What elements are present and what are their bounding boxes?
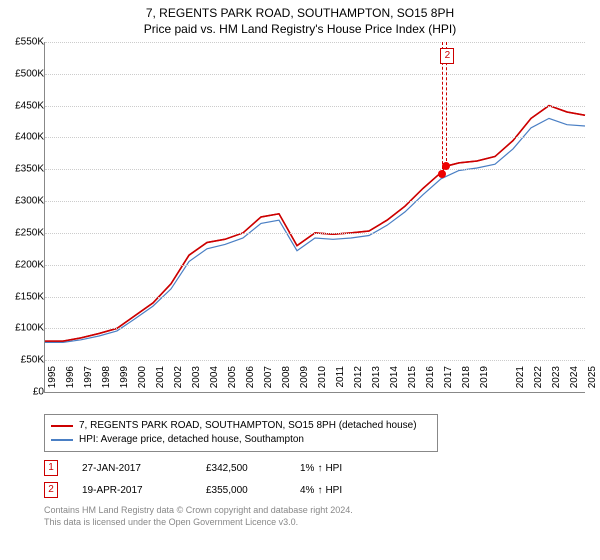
y-axis-label: £450K — [15, 100, 44, 111]
gridline — [45, 265, 585, 266]
x-axis-label: 2015 — [407, 366, 418, 396]
x-axis-label: 1997 — [83, 366, 94, 396]
x-axis-label: 2005 — [227, 366, 238, 396]
gridline — [45, 137, 585, 138]
x-axis-label: 2016 — [425, 366, 436, 396]
y-axis-label: £100K — [15, 323, 44, 334]
x-axis-label: 2018 — [461, 366, 472, 396]
sale-hpi: 1% ↑ HPI — [300, 463, 400, 474]
sale-marker-dot — [438, 170, 446, 178]
legend-item: 7, REGENTS PARK ROAD, SOUTHAMPTON, SO15 … — [51, 419, 431, 433]
y-axis-label: £350K — [15, 164, 44, 175]
x-axis-label: 2024 — [569, 366, 580, 396]
x-axis-label: 2000 — [137, 366, 148, 396]
x-axis-label: 2013 — [371, 366, 382, 396]
x-axis-label: 2002 — [173, 366, 184, 396]
gridline — [45, 42, 585, 43]
sale-badge: 1 — [44, 460, 58, 476]
y-axis-label: £0 — [33, 387, 44, 398]
legend-swatch — [51, 425, 73, 427]
y-axis-label: £550K — [15, 37, 44, 48]
chart-area: 12 £0£50K£100K£150K£200K£250K£300K£350K£… — [44, 42, 590, 410]
title-block: 7, REGENTS PARK ROAD, SOUTHAMPTON, SO15 … — [0, 0, 600, 36]
chart-subtitle: Price paid vs. HM Land Registry's House … — [0, 22, 600, 36]
gridline — [45, 233, 585, 234]
x-axis-label: 2008 — [281, 366, 292, 396]
gridline — [45, 169, 585, 170]
x-axis-label: 1995 — [47, 366, 58, 396]
x-axis-label: 2023 — [551, 366, 562, 396]
arrow-up-icon: ↑ — [317, 463, 322, 474]
x-axis-label: 2011 — [335, 366, 346, 396]
hpi-label: HPI — [325, 463, 342, 474]
y-axis-label: £300K — [15, 196, 44, 207]
x-axis-label: 2014 — [389, 366, 400, 396]
series-line — [45, 106, 585, 342]
y-axis-label: £50K — [21, 355, 44, 366]
y-axis-label: £150K — [15, 291, 44, 302]
plot-area: 12 — [44, 42, 585, 393]
x-axis-label: 1998 — [101, 366, 112, 396]
x-axis-label: 2007 — [263, 366, 274, 396]
footer-line: This data is licensed under the Open Gov… — [44, 516, 590, 528]
sales-table: 1 27-JAN-2017 £342,500 1% ↑ HPI 2 19-APR… — [44, 460, 600, 498]
y-axis-label: £400K — [15, 132, 44, 143]
sale-price: £355,000 — [206, 485, 276, 496]
chart-container: 7, REGENTS PARK ROAD, SOUTHAMPTON, SO15 … — [0, 0, 600, 560]
hpi-pct: 4% — [300, 485, 314, 496]
legend-swatch — [51, 439, 73, 441]
footer-line: Contains HM Land Registry data © Crown c… — [44, 504, 590, 516]
y-axis-label: £250K — [15, 227, 44, 238]
table-row: 1 27-JAN-2017 £342,500 1% ↑ HPI — [44, 460, 600, 476]
series-line — [45, 106, 585, 342]
gridline — [45, 360, 585, 361]
x-axis-label: 2017 — [443, 366, 454, 396]
hpi-pct: 1% — [300, 463, 314, 474]
gridline — [45, 297, 585, 298]
sale-date: 19-APR-2017 — [82, 485, 182, 496]
arrow-up-icon: ↑ — [317, 485, 322, 496]
x-axis-label: 2003 — [191, 366, 202, 396]
x-axis-label: 2001 — [155, 366, 166, 396]
sale-date: 27-JAN-2017 — [82, 463, 182, 474]
footer-attribution: Contains HM Land Registry data © Crown c… — [44, 504, 590, 528]
legend-item: HPI: Average price, detached house, Sout… — [51, 433, 431, 447]
x-axis-label: 1999 — [119, 366, 130, 396]
x-axis-label: 2019 — [479, 366, 490, 396]
sale-marker-dot — [442, 162, 450, 170]
gridline — [45, 106, 585, 107]
x-axis-label: 2025 — [587, 366, 598, 396]
x-axis-label: 2021 — [515, 366, 526, 396]
x-axis-label: 2010 — [317, 366, 328, 396]
sale-price: £342,500 — [206, 463, 276, 474]
sale-marker-badge: 2 — [440, 48, 454, 64]
sale-hpi: 4% ↑ HPI — [300, 485, 400, 496]
legend-label: HPI: Average price, detached house, Sout… — [79, 433, 304, 447]
x-axis-label: 2004 — [209, 366, 220, 396]
y-axis-label: £500K — [15, 68, 44, 79]
chart-title: 7, REGENTS PARK ROAD, SOUTHAMPTON, SO15 … — [0, 6, 600, 20]
gridline — [45, 74, 585, 75]
x-axis-label: 2009 — [299, 366, 310, 396]
table-row: 2 19-APR-2017 £355,000 4% ↑ HPI — [44, 482, 600, 498]
sale-badge: 2 — [44, 482, 58, 498]
x-axis-label: 2022 — [533, 366, 544, 396]
gridline — [45, 328, 585, 329]
line-series-svg — [45, 42, 585, 392]
hpi-label: HPI — [325, 485, 342, 496]
legend: 7, REGENTS PARK ROAD, SOUTHAMPTON, SO15 … — [44, 414, 438, 452]
x-axis-label: 1996 — [65, 366, 76, 396]
x-axis-label: 2012 — [353, 366, 364, 396]
y-axis-label: £200K — [15, 259, 44, 270]
x-axis-label: 2006 — [245, 366, 256, 396]
series-line — [45, 118, 585, 342]
gridline — [45, 201, 585, 202]
legend-label: 7, REGENTS PARK ROAD, SOUTHAMPTON, SO15 … — [79, 419, 417, 433]
